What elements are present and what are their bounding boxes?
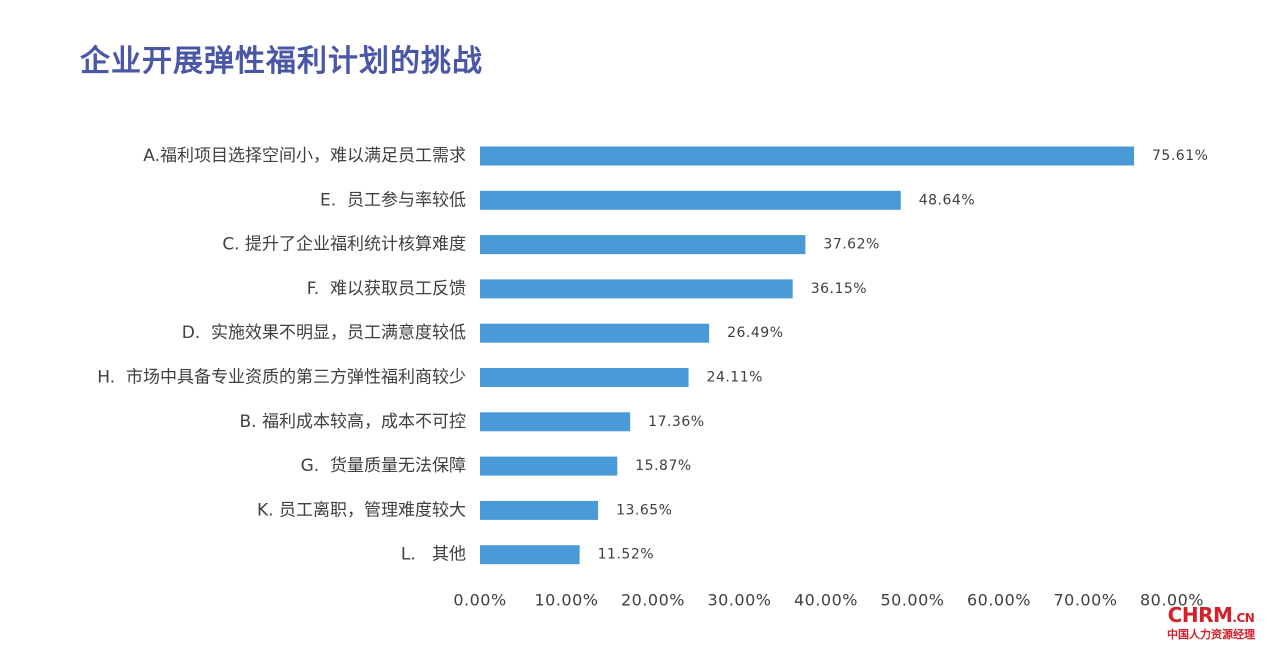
chart-title: 企业开展弹性福利计划的挑战 [80, 44, 483, 79]
bars-group [480, 146, 1135, 565]
data-label: 48.64% [919, 192, 975, 208]
data-label: 11.52% [598, 547, 654, 563]
bar [480, 323, 710, 343]
category-label: D. 实施效果不明显，员工满意度较低 [182, 323, 466, 343]
x-tick-label: 70.00% [1053, 591, 1117, 610]
logo-subtitle: 中国人力资源经理 [1167, 628, 1255, 641]
category-label: E. 员工参与率较低 [320, 190, 466, 210]
category-label: L. 其他 [401, 545, 466, 565]
category-label: G. 货量质量无法保障 [301, 456, 466, 476]
logo-main-text: CHRM [1167, 603, 1233, 627]
category-label: F. 难以获取员工反馈 [307, 279, 466, 299]
bar [480, 146, 1135, 166]
x-tick-label: 80.00% [1140, 591, 1204, 610]
category-labels: A.福利项目选择空间小，难以满足员工需求 E. 员工参与率较低 C. 提升了企业福利… [97, 146, 466, 565]
x-tick-label: 10.00% [534, 591, 598, 610]
data-label: 24.11% [707, 370, 763, 386]
logo-suffix: .CN [1232, 611, 1255, 625]
category-label: H. 市场中具备专业资质的第三方弹性福利商较少 [97, 368, 466, 388]
data-label: 17.36% [648, 414, 704, 430]
x-tick-label: 60.00% [967, 591, 1031, 610]
bar [480, 235, 806, 255]
bar [480, 190, 901, 210]
x-axis-tick-labels: 0.00% 10.00% 20.00% 30.00% 40.00% 50.00% 60.00… [453, 591, 1204, 610]
category-label: K. 员工离职，管理难度较大 [257, 500, 466, 520]
value-labels: 75.61% 48.64% 37.62% 36.15% 26.49% 24.11% 17.3… [598, 148, 1208, 563]
data-label: 36.15% [811, 281, 867, 297]
x-tick-label: 50.00% [880, 591, 944, 610]
bar [480, 545, 580, 565]
data-label: 37.62% [823, 237, 879, 253]
bar [480, 412, 631, 432]
data-label: 26.49% [727, 325, 783, 341]
bar [480, 368, 689, 387]
bar [480, 500, 599, 520]
x-tick-label: 40.00% [794, 591, 858, 610]
category-label: C. 提升了企业福利统计核算难度 [222, 235, 466, 255]
x-tick-label: 30.00% [707, 591, 771, 610]
data-label: 13.65% [616, 502, 672, 518]
bar [480, 279, 793, 299]
logo-wordmark: CHRM.CN [1167, 605, 1255, 628]
data-label: 75.61% [1152, 148, 1208, 164]
chrm-logo: CHRM.CN 中国人力资源经理 [1167, 605, 1255, 641]
x-tick-label: 0.00% [453, 591, 506, 610]
x-tick-label: 20.00% [621, 591, 685, 610]
bar [480, 456, 618, 476]
data-label: 15.87% [635, 458, 691, 474]
category-label: A.福利项目选择空间小，难以满足员工需求 [143, 146, 466, 166]
category-label: B. 福利成本较高，成本不可控 [240, 412, 466, 432]
